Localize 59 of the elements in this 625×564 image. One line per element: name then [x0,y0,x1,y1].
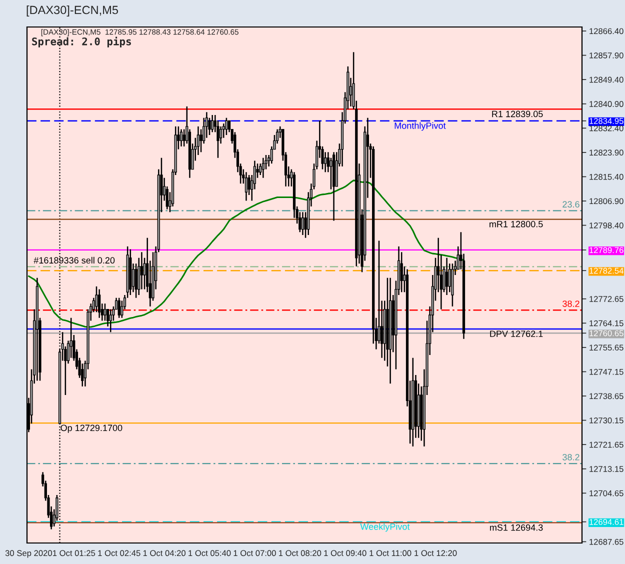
candlestick [118,297,120,318]
candlestick [301,212,304,236]
y-tick-label: 12815.40 [590,174,624,180]
x-tick-label: 1 Oct 01:25 [52,550,96,556]
x-tick-label: 30 Sep 2020 [5,550,52,558]
candlestick [244,172,248,202]
candlestick [182,128,186,148]
x-tick-label: 1 Oct 12:20 [414,550,457,556]
y-tick-label: 12782.54 [590,268,624,274]
y-tick-label: 12849.40 [590,76,624,83]
chart-title: [DAX30]-ECN,M5 [26,6,118,17]
ref-line-label: DPV 12762.1 [490,330,543,338]
x-tick-label: 1 Oct 04:20 [143,550,186,556]
candlestick [225,117,228,136]
y-tick-label: 12755.65 [590,344,624,351]
y-tick-label: 12832.40 [590,125,624,132]
y-tick-label: 12789.76 [590,247,624,254]
y-tick-label: 12806.90 [590,198,624,204]
y-tick-label: 12834.95 [590,118,624,124]
line-series [28,180,465,328]
x-tick-label: 1 Oct 02:45 [98,550,140,556]
y-tick-label: 12747.15 [590,368,624,375]
annotation: Spread: 2.0 pips [32,36,131,48]
annotation: 38.2 [562,300,580,307]
y-tick-label: 12764.15 [590,320,624,326]
y-tick-label: 12772.65 [590,296,624,302]
x-tick-label: 1 Oct 05:40 [188,550,231,556]
y-tick-label: 12857.90 [590,52,624,58]
candlestick [98,288,101,318]
x-tick-label: 1 Oct 08:20 [278,550,322,556]
ref-line-label: MonthlyPivot [394,122,446,131]
candlestick [211,114,214,133]
candlestick [445,257,448,296]
candlestick [104,302,106,322]
y-tick-label: 12721.65 [590,442,624,448]
ref-line-label: #16189336 sell 0.20 [34,256,115,264]
annotation: 38.2 [562,454,580,460]
x-tick-label: 1 Oct 11:00 [370,550,412,556]
y-tick-label: 12687.65 [590,538,624,545]
y-tick-label: 12694.61 [590,519,624,525]
y-tick-label: 12840.90 [590,101,624,107]
candlestick [262,157,264,178]
y-tick-label: 12760.65 [590,330,624,336]
y-tick-label: 12730.15 [590,417,624,424]
x-tick-label: 1 Oct 09:40 [324,550,366,556]
y-tick-label: 12713.15 [590,466,624,472]
candlestick [180,128,183,148]
ref-line-label: Op 12729.1700 [60,424,122,433]
y-tick-label: 12704.65 [590,490,624,496]
ref-line-label: mR1 12800.5 [490,220,543,228]
y-tick-label: 12738.65 [590,393,624,400]
ref-line-label: R1 12839.05 [492,110,543,118]
ref-line-label: WeeklyPivot [360,523,410,532]
x-tick-label: 1 Oct 07:00 [234,550,276,556]
annotation: 23.6 [562,201,580,208]
y-tick-label: 12798.40 [590,222,624,228]
y-tick-label: 12823.90 [590,150,624,156]
y-tick-label: 12866.40 [590,28,624,34]
ref-line-label: mS1 12694.3 [490,524,543,531]
